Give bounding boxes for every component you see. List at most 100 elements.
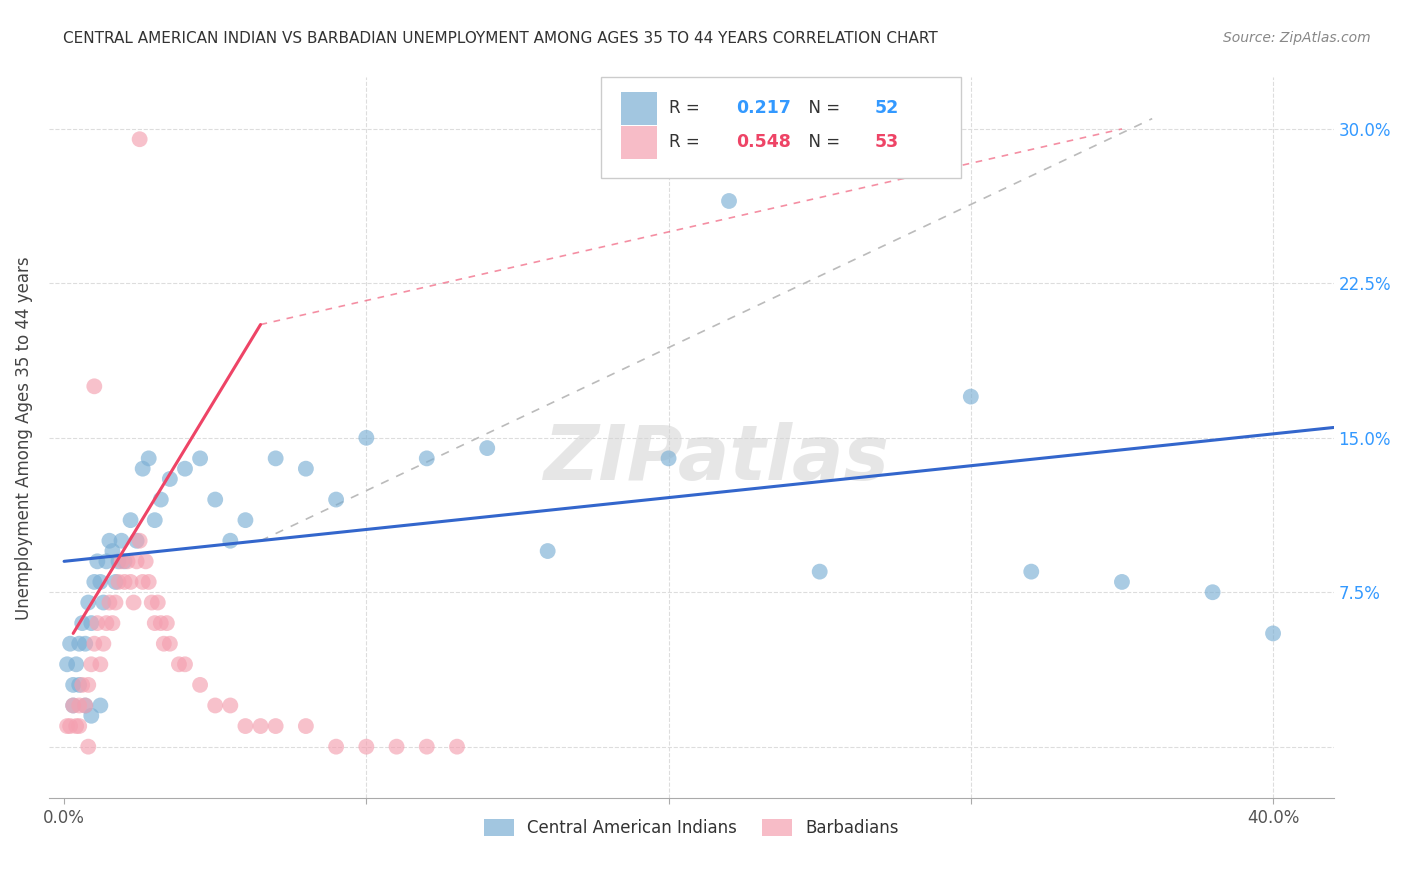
- Point: [75, 698, 97, 713]
- Point: [1111, 574, 1133, 589]
- Point: [80, 657, 103, 672]
- Point: [59, 637, 82, 651]
- Text: 0.548: 0.548: [737, 133, 792, 152]
- Point: [159, 472, 181, 486]
- Point: [446, 739, 468, 754]
- Point: [101, 616, 124, 631]
- Point: [416, 451, 439, 466]
- Point: [67, 698, 90, 713]
- Text: N =: N =: [797, 133, 845, 152]
- Text: R =: R =: [669, 99, 706, 118]
- Point: [67, 678, 90, 692]
- Point: [89, 574, 111, 589]
- Point: [117, 554, 139, 568]
- Point: [325, 492, 347, 507]
- Point: [174, 657, 197, 672]
- Point: [107, 574, 129, 589]
- Point: [104, 595, 127, 609]
- Point: [80, 616, 103, 631]
- Point: [93, 637, 115, 651]
- Point: [477, 441, 499, 455]
- Point: [67, 719, 90, 733]
- Point: [93, 595, 115, 609]
- Point: [219, 533, 242, 548]
- Point: [174, 461, 197, 475]
- Point: [146, 595, 169, 609]
- Point: [70, 616, 93, 631]
- Point: [718, 194, 741, 208]
- Point: [77, 595, 100, 609]
- Point: [80, 708, 103, 723]
- Point: [235, 719, 257, 733]
- Point: [1261, 626, 1284, 640]
- Point: [138, 451, 160, 466]
- Point: [114, 554, 136, 568]
- Point: [56, 719, 79, 733]
- Point: [114, 574, 136, 589]
- Point: [1201, 585, 1223, 599]
- Point: [101, 544, 124, 558]
- Text: 52: 52: [875, 99, 900, 118]
- Point: [235, 513, 257, 527]
- Text: CENTRAL AMERICAN INDIAN VS BARBADIAN UNEMPLOYMENT AMONG AGES 35 TO 44 YEARS CORR: CENTRAL AMERICAN INDIAN VS BARBADIAN UNE…: [63, 31, 938, 46]
- Point: [295, 719, 318, 733]
- Point: [131, 461, 153, 475]
- Point: [98, 595, 121, 609]
- Point: [153, 637, 176, 651]
- Point: [808, 565, 831, 579]
- Point: [83, 637, 105, 651]
- Point: [135, 554, 157, 568]
- Point: [204, 492, 226, 507]
- Point: [120, 513, 142, 527]
- Point: [264, 451, 287, 466]
- Point: [89, 657, 111, 672]
- Point: [325, 739, 347, 754]
- Point: [537, 544, 560, 558]
- Text: N =: N =: [797, 99, 845, 118]
- Y-axis label: Unemployment Among Ages 35 to 44 years: Unemployment Among Ages 35 to 44 years: [15, 256, 32, 620]
- Point: [122, 595, 145, 609]
- Text: 53: 53: [875, 133, 898, 152]
- Point: [356, 739, 378, 754]
- Point: [56, 657, 79, 672]
- Point: [128, 533, 150, 548]
- Point: [98, 533, 121, 548]
- Point: [1019, 565, 1042, 579]
- Point: [62, 678, 84, 692]
- Point: [219, 698, 242, 713]
- Point: [107, 554, 129, 568]
- Legend: Central American Indians, Barbadians: Central American Indians, Barbadians: [477, 813, 905, 844]
- Text: ZIPatlas: ZIPatlas: [544, 423, 890, 497]
- Point: [110, 533, 132, 548]
- Point: [188, 678, 211, 692]
- Point: [77, 739, 100, 754]
- Point: [204, 698, 226, 713]
- Point: [65, 719, 87, 733]
- Text: R =: R =: [669, 133, 706, 152]
- Point: [188, 451, 211, 466]
- Text: Source: ZipAtlas.com: Source: ZipAtlas.com: [1223, 31, 1371, 45]
- Point: [141, 595, 163, 609]
- Point: [143, 513, 166, 527]
- Point: [77, 678, 100, 692]
- Point: [959, 390, 981, 404]
- Point: [104, 574, 127, 589]
- Point: [143, 616, 166, 631]
- Point: [62, 698, 84, 713]
- Point: [658, 451, 681, 466]
- Point: [131, 574, 153, 589]
- FancyBboxPatch shape: [620, 92, 657, 125]
- Point: [356, 431, 378, 445]
- Point: [96, 616, 118, 631]
- Point: [156, 616, 179, 631]
- Point: [86, 616, 108, 631]
- Point: [59, 719, 82, 733]
- Point: [70, 678, 93, 692]
- Point: [295, 461, 318, 475]
- Point: [120, 574, 142, 589]
- Point: [96, 554, 118, 568]
- Point: [75, 637, 97, 651]
- Point: [62, 698, 84, 713]
- FancyBboxPatch shape: [620, 126, 657, 159]
- Point: [138, 574, 160, 589]
